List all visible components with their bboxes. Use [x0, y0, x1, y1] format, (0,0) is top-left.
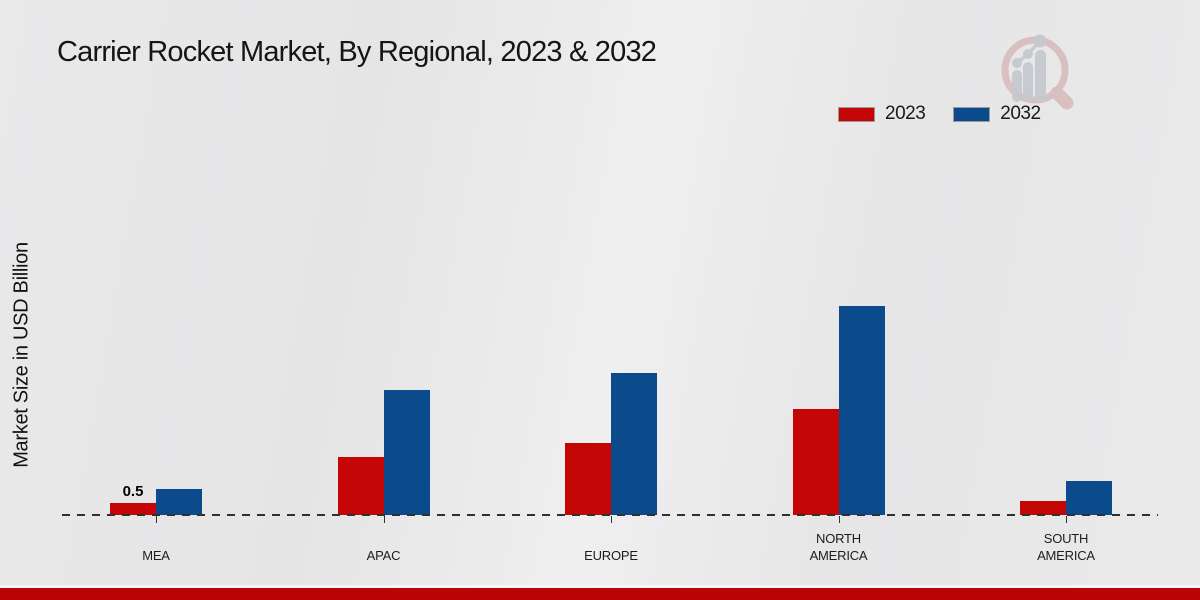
x-axis-tick: [156, 516, 157, 523]
plot-area: MEA APAC EUROPE NORTH AMERICA SOUTH AMERICA 0.5: [62, 275, 1158, 563]
bar-2032-south-america: [1066, 481, 1112, 515]
legend-item-2032: 2032: [953, 103, 1041, 125]
magnifier-growth-chart-logo-icon: [1001, 34, 1074, 110]
legend-swatch-2032: [953, 106, 991, 122]
bar-value-label: 0.5: [122, 483, 144, 500]
legend: 2023 2032: [838, 103, 1041, 125]
bar-2032-north-america: [838, 306, 885, 515]
legend-swatch-2023: [838, 106, 875, 122]
footer-red-bar: [0, 588, 1200, 600]
legend-label-2032: 2032: [1000, 103, 1041, 124]
category-label-south-america: SOUTH AMERICA: [1037, 531, 1095, 563]
footer-divider: [0, 585, 1200, 588]
legend-label-2023: 2023: [885, 103, 926, 124]
bar-2032-apac: [383, 390, 430, 515]
bar-2023-north-america: [792, 409, 839, 515]
x-axis-tick: [838, 516, 840, 523]
bar-2023-apac: [337, 457, 384, 515]
bar-2023-mea: [110, 503, 156, 515]
category-label-europe: EUROPE: [584, 548, 638, 563]
bar-2023-europe: [565, 443, 611, 515]
x-axis-tick: [1066, 516, 1067, 523]
x-axis-baseline: [62, 514, 1158, 516]
x-axis-tick: [611, 516, 612, 523]
y-axis-label: Market Size in USD Billion: [10, 242, 33, 468]
bar-2023-south-america: [1020, 500, 1066, 515]
chart-title: Carrier Rocket Market, By Regional, 2023…: [57, 36, 657, 68]
category-label-mea: MEA: [142, 548, 170, 563]
bar-2032-mea: [156, 488, 202, 515]
category-label-apac: APAC: [366, 548, 401, 563]
category-label-north-america: NORTH AMERICA: [809, 531, 868, 563]
x-axis-tick: [383, 516, 385, 523]
bar-2032-europe: [611, 373, 657, 515]
legend-item-2023: 2023: [838, 103, 926, 125]
